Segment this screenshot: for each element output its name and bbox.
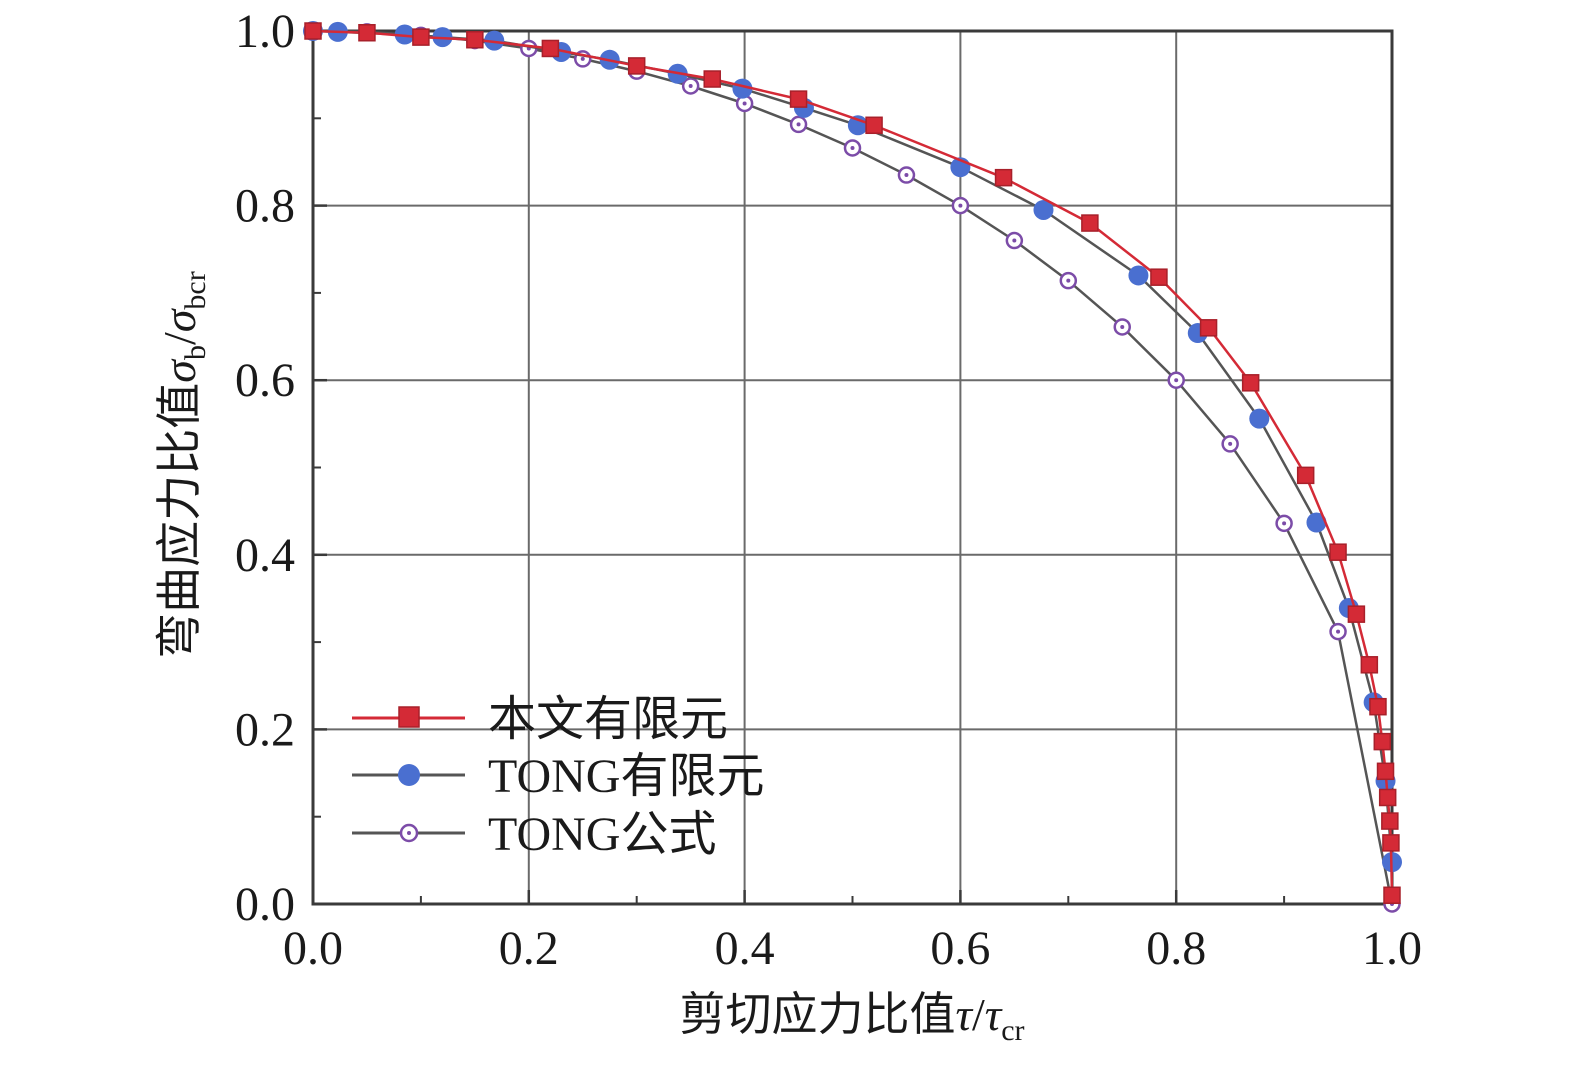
data-point bbox=[1241, 374, 1260, 392]
y-tick-label: 0.4 bbox=[235, 529, 295, 582]
data-point bbox=[865, 116, 883, 135]
legend-label-tong-fem: TONG有限元 bbox=[488, 750, 764, 803]
x-tick-label: 0.8 bbox=[1146, 922, 1206, 975]
data-point bbox=[1381, 812, 1399, 830]
x-tick-label: 0.4 bbox=[715, 922, 775, 975]
x-axis-title-separator: / bbox=[972, 989, 985, 1040]
y-axis-title-symbol-2: σ bbox=[154, 307, 205, 332]
y-axis-title-separator: / bbox=[154, 332, 205, 345]
legend-marker-circle bbox=[398, 764, 420, 786]
data-point-center bbox=[1012, 238, 1017, 243]
data-point-center bbox=[904, 173, 909, 178]
series-0 bbox=[304, 22, 1401, 905]
x-axis-title-prefix: 剪切应力比值 bbox=[679, 989, 955, 1040]
data-point-center bbox=[580, 56, 585, 61]
y-tick-label: 0.8 bbox=[235, 180, 295, 233]
series-layer bbox=[303, 21, 1402, 913]
y-tick-label: 0.6 bbox=[235, 354, 295, 407]
legend-label-fem-this: 本文有限元 bbox=[488, 693, 728, 746]
data-point-center bbox=[1066, 278, 1071, 283]
data-point-center bbox=[742, 101, 747, 106]
x-axis-title-symbol: τ bbox=[955, 989, 973, 1040]
ticks bbox=[311, 29, 1394, 906]
data-point bbox=[1199, 319, 1218, 337]
legend-marker-open-circle-dot bbox=[407, 831, 411, 835]
y-axis-title-subscript: b bbox=[179, 345, 212, 360]
x-tick-label: 0.2 bbox=[499, 922, 559, 975]
data-point bbox=[1360, 656, 1379, 674]
legend-entry-tong-formula: TONG公式 bbox=[352, 808, 716, 861]
x-tick-labels: 0.0 0.2 0.4 0.6 0.8 1.0 bbox=[283, 922, 1422, 975]
data-point bbox=[627, 57, 646, 75]
data-point bbox=[1369, 697, 1387, 716]
y-tick-label: 0.0 bbox=[235, 878, 295, 931]
plot-background bbox=[313, 31, 1392, 904]
data-point-center bbox=[1282, 521, 1287, 526]
y-tick-label: 1.0 bbox=[235, 5, 295, 58]
data-point bbox=[994, 168, 1013, 187]
data-point bbox=[412, 28, 430, 46]
data-point bbox=[1296, 466, 1315, 485]
data-point bbox=[394, 24, 415, 45]
y-axis-title: 弯曲应力比值σb/σbcr bbox=[154, 271, 212, 658]
x-tick-label: 0.0 bbox=[283, 922, 343, 975]
data-point bbox=[358, 23, 376, 42]
y-axis-title-subscript-2: bcr bbox=[179, 271, 212, 309]
data-point-center bbox=[958, 203, 963, 208]
x-axis-title-subscript-2: cr bbox=[1001, 1014, 1024, 1047]
x-tick-label: 0.6 bbox=[930, 922, 990, 975]
data-point bbox=[1382, 834, 1400, 852]
data-point bbox=[1329, 543, 1347, 561]
series-1 bbox=[303, 21, 1402, 873]
data-point bbox=[1128, 265, 1149, 286]
data-point bbox=[466, 30, 484, 49]
legend-entry-tong-fem: TONG有限元 bbox=[352, 750, 764, 803]
data-point bbox=[1249, 408, 1270, 429]
data-point-center bbox=[1120, 324, 1125, 329]
y-axis-title-symbol: σ bbox=[154, 358, 205, 383]
data-point bbox=[1376, 762, 1395, 781]
data-point-center bbox=[1174, 378, 1179, 383]
data-point-center bbox=[1228, 441, 1233, 446]
legend-marker-square bbox=[398, 706, 420, 728]
data-point-center bbox=[1336, 629, 1341, 634]
data-point bbox=[703, 70, 721, 88]
data-point bbox=[1347, 605, 1366, 623]
data-point bbox=[304, 22, 322, 40]
data-point-center bbox=[796, 122, 801, 127]
data-point bbox=[1378, 788, 1397, 807]
y-tick-labels: 0.0 0.2 0.4 0.6 0.8 1.0 bbox=[235, 5, 295, 931]
y-axis-title-prefix: 弯曲应力比值 bbox=[154, 383, 205, 659]
data-point-center bbox=[688, 83, 693, 88]
x-axis-title-symbol-2: τ bbox=[985, 989, 1003, 1040]
legend-entry-fem-this: 本文有限元 bbox=[352, 693, 728, 746]
data-point bbox=[789, 90, 808, 108]
legend: 本文有限元 TONG有限元 TONG公式 bbox=[352, 693, 764, 861]
data-point bbox=[1081, 214, 1099, 232]
data-point bbox=[1306, 512, 1327, 533]
legend-label-tong-formula: TONG公式 bbox=[488, 808, 716, 861]
data-point bbox=[1373, 732, 1392, 751]
data-point-center bbox=[850, 145, 855, 150]
x-tick-label: 1.0 bbox=[1362, 922, 1422, 975]
x-axis-title: 剪切应力比值τ/τcr bbox=[679, 989, 1024, 1047]
data-point bbox=[1383, 886, 1401, 905]
data-point bbox=[1033, 199, 1054, 220]
y-tick-label: 0.2 bbox=[235, 703, 295, 756]
data-point bbox=[1150, 268, 1168, 286]
data-point bbox=[484, 30, 505, 51]
data-point bbox=[541, 39, 560, 58]
